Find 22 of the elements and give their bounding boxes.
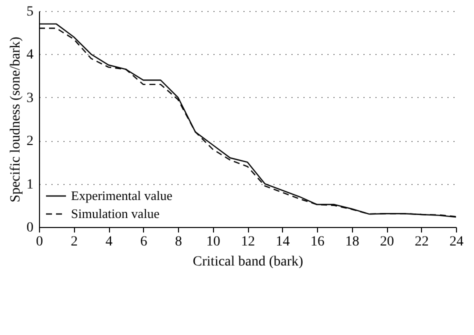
- y-tick-label: 2: [26, 134, 34, 150]
- y-axis-title: Specific loudness (sone/bark): [8, 36, 24, 202]
- y-tick-label: 1: [26, 177, 34, 192]
- x-tick-label: 24: [450, 234, 464, 250]
- x-tick-label: 20: [380, 234, 394, 250]
- x-tick-label: 4: [106, 234, 112, 250]
- x-tick-label: 16: [310, 234, 324, 250]
- x-tick-label: 12: [241, 234, 255, 250]
- x-tick-label: 0: [36, 234, 43, 250]
- x-tick-label: 10: [206, 234, 220, 250]
- x-tick-label: 2: [70, 234, 78, 250]
- x-tick-label: 8: [175, 234, 182, 250]
- x-tick-label: 6: [140, 234, 148, 250]
- x-tick-label: 14: [276, 234, 290, 250]
- legend-label: Experimental value: [71, 188, 173, 203]
- y-tick-label: 3: [26, 90, 34, 106]
- x-tick-label: 22: [414, 234, 429, 250]
- x-tick-label: 18: [345, 234, 360, 250]
- y-tick-label: 0: [26, 220, 34, 236]
- y-tick-label: 5: [26, 4, 34, 20]
- y-tick-label: 4: [26, 48, 34, 63]
- legend-label: Simulation value: [71, 206, 160, 221]
